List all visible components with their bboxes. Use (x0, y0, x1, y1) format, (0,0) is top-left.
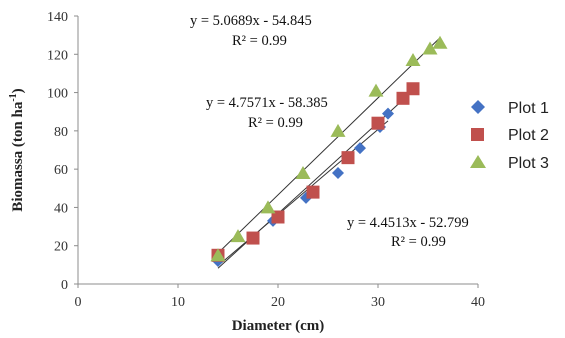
legend-item-plot-1: Plot 1 (471, 100, 549, 117)
legend: Plot 1 Plot 2 Plot 3 (470, 100, 549, 172)
point-plot-3 (432, 35, 448, 49)
x-tick-label: 20 (271, 295, 285, 310)
point-plot-2 (306, 185, 320, 199)
axis-ticks: 0 20 40 60 80 100 120 140 0 10 20 30 40 (47, 10, 485, 310)
equation-plot-1: y = 4.4513x - 52.799 (347, 215, 469, 231)
trendline-plot-3 (217, 37, 441, 254)
trendline-plot-1 (217, 120, 389, 267)
legend-item-plot-3: Plot 3 (470, 155, 549, 172)
r2-plot-1: R² = 0.99 (391, 234, 446, 250)
legend-marker-plot-1 (471, 100, 485, 114)
data-points (210, 35, 448, 268)
y-tick-label: 80 (54, 125, 68, 140)
y-tick-label: 60 (54, 163, 68, 178)
x-tick-label: 0 (75, 295, 82, 310)
equation-plot-2: y = 4.7571x - 58.385 (206, 95, 328, 111)
legend-label-plot-2: Plot 2 (508, 127, 549, 144)
legend-marker-plot-3 (470, 155, 486, 168)
x-tick-label: 30 (371, 295, 385, 310)
y-tick-label: 0 (61, 278, 68, 293)
y-tick-label: 120 (47, 48, 68, 63)
point-plot-1 (382, 107, 394, 120)
equation-plot-3: y = 5.0689x - 54.845 (190, 13, 312, 29)
x-tick-label: 10 (171, 295, 185, 310)
y-tick-label: 40 (54, 201, 68, 216)
r2-plot-2: R² = 0.99 (248, 115, 303, 131)
point-plot-3 (330, 123, 346, 137)
y-tick-label: 140 (47, 10, 68, 25)
point-plot-3 (230, 229, 246, 243)
point-plot-2 (341, 151, 355, 165)
legend-label-plot-1: Plot 1 (508, 100, 549, 117)
r2-plot-3: R² = 0.99 (232, 33, 287, 49)
legend-item-plot-2: Plot 2 (471, 127, 549, 144)
point-plot-2 (271, 210, 285, 224)
point-plot-3 (422, 41, 438, 55)
y-tick-label: 100 (47, 87, 68, 102)
y-tick-label: 20 (54, 240, 68, 255)
legend-marker-plot-2 (471, 128, 484, 141)
trendline-equations: y = 5.0689x - 54.845 R² = 0.99 y = 4.757… (190, 13, 469, 250)
point-plot-3 (295, 165, 311, 179)
point-plot-2 (371, 116, 385, 130)
point-plot-1 (332, 166, 344, 179)
point-plot-2 (396, 91, 410, 105)
x-tick-label: 40 (471, 295, 485, 310)
point-plot-3 (260, 200, 276, 214)
point-plot-1 (354, 142, 366, 155)
point-plot-2 (246, 231, 260, 245)
y-axis-title: Biomassa (ton ha-1) (8, 88, 26, 211)
point-plot-3 (210, 248, 226, 262)
x-axis-title: Diameter (cm) (232, 318, 325, 334)
point-plot-3 (405, 53, 421, 67)
point-plot-3 (368, 83, 384, 97)
point-plot-2 (406, 82, 420, 96)
legend-label-plot-3: Plot 3 (508, 155, 549, 172)
